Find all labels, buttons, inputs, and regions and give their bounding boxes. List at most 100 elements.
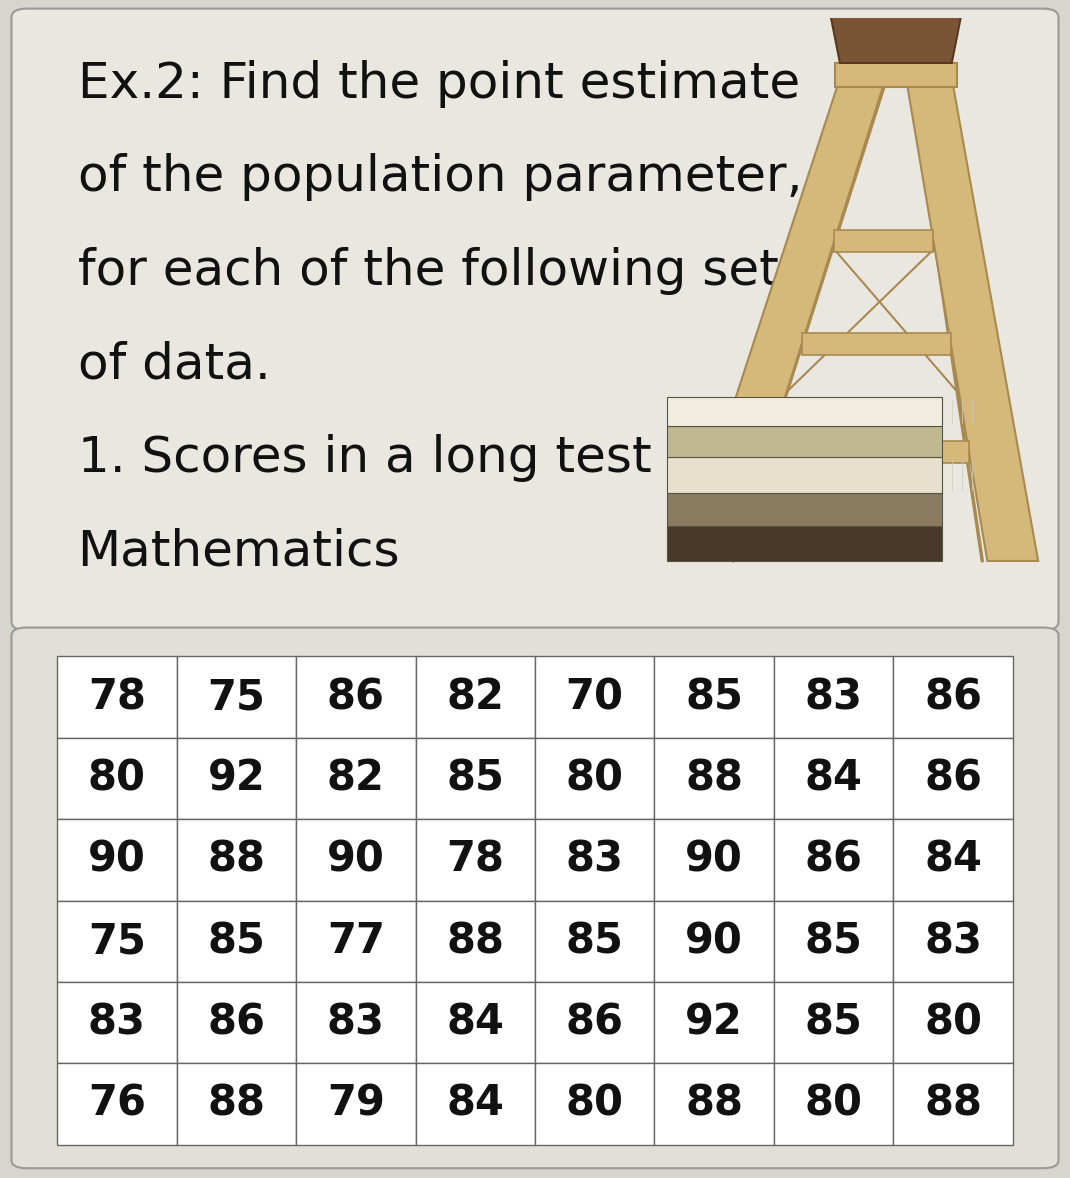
FancyBboxPatch shape <box>177 819 296 900</box>
Text: 83: 83 <box>326 1001 385 1044</box>
Polygon shape <box>668 397 942 426</box>
Polygon shape <box>801 332 951 355</box>
Text: 88: 88 <box>924 1083 982 1125</box>
Text: 85: 85 <box>566 920 624 962</box>
FancyBboxPatch shape <box>415 737 535 819</box>
Text: for each of the following sets: for each of the following sets <box>78 247 805 294</box>
FancyBboxPatch shape <box>655 656 774 737</box>
FancyBboxPatch shape <box>177 737 296 819</box>
Text: Mathematics: Mathematics <box>78 528 400 576</box>
Text: 88: 88 <box>208 839 265 881</box>
FancyBboxPatch shape <box>774 1064 893 1145</box>
FancyBboxPatch shape <box>774 900 893 981</box>
FancyBboxPatch shape <box>893 656 1012 737</box>
FancyBboxPatch shape <box>535 819 655 900</box>
FancyBboxPatch shape <box>58 900 177 981</box>
Text: 75: 75 <box>208 676 265 719</box>
FancyBboxPatch shape <box>893 737 1012 819</box>
Text: 80: 80 <box>566 757 624 800</box>
FancyBboxPatch shape <box>774 737 893 819</box>
Text: 79: 79 <box>327 1083 385 1125</box>
FancyBboxPatch shape <box>177 656 296 737</box>
Text: 80: 80 <box>924 1001 982 1044</box>
Text: 78: 78 <box>88 676 146 719</box>
FancyBboxPatch shape <box>415 900 535 981</box>
Polygon shape <box>668 426 942 457</box>
Text: 85: 85 <box>685 676 743 719</box>
FancyBboxPatch shape <box>655 900 774 981</box>
FancyBboxPatch shape <box>655 981 774 1064</box>
Text: 88: 88 <box>446 920 504 962</box>
Text: 84: 84 <box>805 757 862 800</box>
Text: 86: 86 <box>924 676 982 719</box>
Text: 80: 80 <box>88 757 146 800</box>
Text: 86: 86 <box>208 1001 265 1044</box>
Text: 90: 90 <box>327 839 385 881</box>
Polygon shape <box>906 78 1038 561</box>
Text: 83: 83 <box>805 676 862 719</box>
Text: 83: 83 <box>566 839 624 881</box>
Polygon shape <box>668 492 942 525</box>
FancyBboxPatch shape <box>58 656 177 737</box>
FancyBboxPatch shape <box>177 1064 296 1145</box>
Text: 78: 78 <box>446 839 504 881</box>
Text: of the population parameter,: of the population parameter, <box>78 153 803 201</box>
Polygon shape <box>823 4 969 15</box>
FancyBboxPatch shape <box>893 900 1012 981</box>
Polygon shape <box>835 62 957 87</box>
Text: 85: 85 <box>446 757 504 800</box>
Text: 82: 82 <box>327 757 385 800</box>
FancyBboxPatch shape <box>774 981 893 1064</box>
Text: 88: 88 <box>208 1083 265 1125</box>
Text: 82: 82 <box>446 676 504 719</box>
FancyBboxPatch shape <box>296 1064 415 1145</box>
Text: 84: 84 <box>446 1083 504 1125</box>
Text: 86: 86 <box>805 839 862 881</box>
Text: of data.: of data. <box>78 340 271 389</box>
FancyBboxPatch shape <box>415 981 535 1064</box>
Text: 76: 76 <box>88 1083 146 1125</box>
FancyBboxPatch shape <box>296 900 415 981</box>
Text: 85: 85 <box>805 1001 862 1044</box>
Text: 83: 83 <box>924 920 982 962</box>
Text: 84: 84 <box>446 1001 504 1044</box>
Text: 83: 83 <box>88 1001 146 1044</box>
Text: 86: 86 <box>924 757 982 800</box>
FancyBboxPatch shape <box>655 1064 774 1145</box>
FancyBboxPatch shape <box>58 1064 177 1145</box>
Text: 88: 88 <box>685 757 744 800</box>
Text: 75: 75 <box>88 920 146 962</box>
FancyBboxPatch shape <box>893 981 1012 1064</box>
FancyBboxPatch shape <box>177 900 296 981</box>
Text: 80: 80 <box>566 1083 624 1125</box>
FancyBboxPatch shape <box>296 656 415 737</box>
FancyBboxPatch shape <box>296 819 415 900</box>
FancyBboxPatch shape <box>893 819 1012 900</box>
FancyBboxPatch shape <box>58 819 177 900</box>
Polygon shape <box>767 442 969 463</box>
FancyBboxPatch shape <box>535 981 655 1064</box>
Text: 90: 90 <box>88 839 146 881</box>
FancyBboxPatch shape <box>415 656 535 737</box>
FancyBboxPatch shape <box>655 819 774 900</box>
Text: 86: 86 <box>566 1001 624 1044</box>
FancyBboxPatch shape <box>296 981 415 1064</box>
Polygon shape <box>835 230 933 252</box>
Text: 85: 85 <box>805 920 862 962</box>
Text: Ex.2: Find the point estimate: Ex.2: Find the point estimate <box>78 60 799 108</box>
FancyBboxPatch shape <box>774 656 893 737</box>
Text: 84: 84 <box>924 839 982 881</box>
FancyBboxPatch shape <box>655 737 774 819</box>
Text: 86: 86 <box>326 676 385 719</box>
FancyBboxPatch shape <box>774 819 893 900</box>
Polygon shape <box>668 525 942 561</box>
Text: 90: 90 <box>685 920 743 962</box>
Polygon shape <box>830 12 962 62</box>
Text: 80: 80 <box>805 1083 862 1125</box>
Text: 92: 92 <box>685 1001 743 1044</box>
FancyBboxPatch shape <box>12 628 1058 1169</box>
Text: 85: 85 <box>208 920 265 962</box>
Text: 1. Scores in a long test in: 1. Scores in a long test in <box>78 435 713 482</box>
FancyBboxPatch shape <box>177 981 296 1064</box>
FancyBboxPatch shape <box>12 8 1058 630</box>
